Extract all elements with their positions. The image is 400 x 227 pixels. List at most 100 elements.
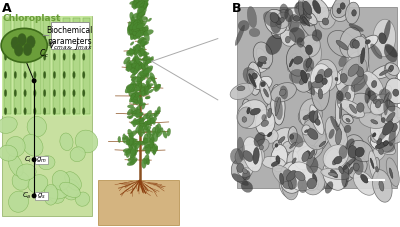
Ellipse shape <box>136 112 143 118</box>
Ellipse shape <box>139 41 147 47</box>
Ellipse shape <box>314 110 318 121</box>
Ellipse shape <box>130 42 134 45</box>
Ellipse shape <box>144 84 148 92</box>
Ellipse shape <box>302 0 329 22</box>
Bar <box>98 180 179 225</box>
Ellipse shape <box>322 18 329 25</box>
Ellipse shape <box>349 167 353 174</box>
Ellipse shape <box>127 62 132 72</box>
Ellipse shape <box>138 80 142 87</box>
Ellipse shape <box>143 85 152 91</box>
Ellipse shape <box>136 0 145 8</box>
Ellipse shape <box>242 117 247 122</box>
Ellipse shape <box>344 125 351 133</box>
Ellipse shape <box>296 146 317 161</box>
Ellipse shape <box>250 108 260 115</box>
Ellipse shape <box>243 137 262 172</box>
Ellipse shape <box>310 105 324 134</box>
Ellipse shape <box>287 162 314 191</box>
Ellipse shape <box>126 150 130 158</box>
Ellipse shape <box>142 147 147 151</box>
Ellipse shape <box>141 122 146 131</box>
Ellipse shape <box>360 48 365 64</box>
Ellipse shape <box>316 69 326 86</box>
Ellipse shape <box>270 83 296 102</box>
Ellipse shape <box>144 31 150 42</box>
Ellipse shape <box>241 181 253 192</box>
Ellipse shape <box>38 156 55 170</box>
Ellipse shape <box>131 76 142 82</box>
Ellipse shape <box>270 12 279 22</box>
Ellipse shape <box>145 146 152 153</box>
Ellipse shape <box>134 0 138 1</box>
Ellipse shape <box>129 22 137 30</box>
Ellipse shape <box>149 115 155 124</box>
Ellipse shape <box>348 146 357 158</box>
Ellipse shape <box>149 139 153 148</box>
Ellipse shape <box>52 170 70 190</box>
Ellipse shape <box>34 53 36 60</box>
Ellipse shape <box>133 142 137 148</box>
Ellipse shape <box>53 53 56 60</box>
Ellipse shape <box>249 28 260 37</box>
Ellipse shape <box>142 3 148 8</box>
Ellipse shape <box>142 104 145 109</box>
Ellipse shape <box>133 31 140 40</box>
Ellipse shape <box>145 85 150 89</box>
Ellipse shape <box>132 150 138 154</box>
Ellipse shape <box>356 67 364 77</box>
Ellipse shape <box>130 81 136 92</box>
Ellipse shape <box>325 117 348 154</box>
Ellipse shape <box>340 27 362 58</box>
Ellipse shape <box>336 40 348 50</box>
Ellipse shape <box>308 128 318 139</box>
Ellipse shape <box>132 57 141 62</box>
Ellipse shape <box>379 70 388 76</box>
Ellipse shape <box>237 86 245 91</box>
Ellipse shape <box>146 158 150 165</box>
Ellipse shape <box>370 158 374 169</box>
Ellipse shape <box>372 170 392 202</box>
Ellipse shape <box>253 147 259 164</box>
Ellipse shape <box>364 71 384 95</box>
Ellipse shape <box>138 91 148 96</box>
Ellipse shape <box>137 105 140 113</box>
Ellipse shape <box>385 100 395 112</box>
Ellipse shape <box>280 4 288 19</box>
Ellipse shape <box>322 78 327 85</box>
Ellipse shape <box>290 134 294 139</box>
Ellipse shape <box>370 44 382 59</box>
Ellipse shape <box>310 64 332 94</box>
Ellipse shape <box>346 52 369 85</box>
Ellipse shape <box>312 81 324 88</box>
Ellipse shape <box>144 52 149 55</box>
FancyBboxPatch shape <box>51 22 89 49</box>
Ellipse shape <box>28 175 48 193</box>
Ellipse shape <box>154 81 157 87</box>
Ellipse shape <box>136 81 142 91</box>
Ellipse shape <box>264 89 268 97</box>
Ellipse shape <box>323 162 346 190</box>
Ellipse shape <box>138 29 141 35</box>
Ellipse shape <box>135 2 140 7</box>
Ellipse shape <box>132 118 137 127</box>
Ellipse shape <box>132 76 136 81</box>
Ellipse shape <box>134 22 138 25</box>
Ellipse shape <box>295 171 305 180</box>
Ellipse shape <box>62 180 80 200</box>
Ellipse shape <box>332 159 337 165</box>
Ellipse shape <box>129 146 135 156</box>
Ellipse shape <box>24 53 26 60</box>
Ellipse shape <box>75 130 98 153</box>
Ellipse shape <box>302 17 310 26</box>
Ellipse shape <box>140 73 146 80</box>
Ellipse shape <box>142 83 147 92</box>
Ellipse shape <box>237 163 244 173</box>
Ellipse shape <box>142 66 147 74</box>
Ellipse shape <box>307 178 316 189</box>
Bar <box>82 18 90 114</box>
Ellipse shape <box>258 56 267 62</box>
Ellipse shape <box>144 56 150 60</box>
Ellipse shape <box>167 128 171 136</box>
Ellipse shape <box>270 85 285 125</box>
